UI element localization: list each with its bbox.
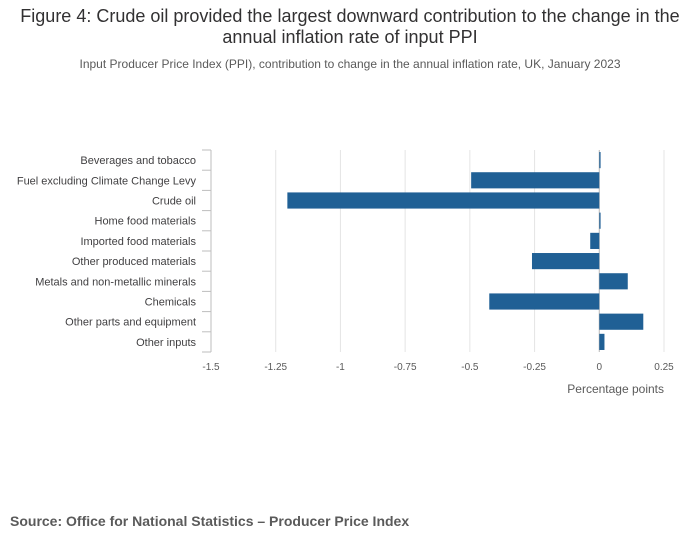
contribution-bar-chart: -1.5 -1.25 -1 -0.75 -0.5 -0.25 0 0.25 Beverages … xyxy=(17,149,674,396)
bars xyxy=(287,152,644,350)
x-tick-label: 0.25 xyxy=(654,362,674,373)
x-tick-label: -1.25 xyxy=(264,362,287,373)
y-category-label: Metals and non-metallic minerals xyxy=(35,276,196,288)
bar xyxy=(599,333,605,350)
bar xyxy=(489,293,600,310)
bar xyxy=(599,212,601,229)
x-tick-label: -0.25 xyxy=(523,362,546,373)
x-tick-label: -0.5 xyxy=(461,362,479,373)
y-category-label: Other parts and equipment xyxy=(65,317,196,329)
y-category-label: Other inputs xyxy=(136,337,196,349)
bar xyxy=(287,192,600,209)
bar xyxy=(531,253,600,270)
x-tick-label: -1 xyxy=(336,362,345,373)
x-tick-label: -0.75 xyxy=(394,362,417,373)
y-category-label: Home food materials xyxy=(95,216,197,228)
axes: -1.5 -1.25 -1 -0.75 -0.5 -0.25 0 0.25 Beverages … xyxy=(17,149,674,373)
bar xyxy=(599,152,601,169)
y-category-label: Chemicals xyxy=(145,297,197,309)
y-category-label: Fuel excluding Climate Change Levy xyxy=(17,175,197,187)
y-category-label: Other produced materials xyxy=(72,256,197,268)
x-axis-label: Percentage points xyxy=(567,382,664,396)
x-tick-label: 0 xyxy=(597,362,603,373)
bar xyxy=(599,273,628,290)
y-category-label: Beverages and tobacco xyxy=(80,155,196,167)
bar xyxy=(599,313,644,330)
chart-title: Figure 4: Crude oil provided the largest… xyxy=(20,6,680,47)
y-category-label: Imported food materials xyxy=(80,236,196,248)
y-category-label: Crude oil xyxy=(152,196,196,208)
source-note: Source: Office for National Statistics –… xyxy=(10,513,410,529)
bar xyxy=(590,232,600,249)
chart-subtitle: Input Producer Price Index (PPI), contri… xyxy=(79,57,621,71)
bar xyxy=(471,172,600,189)
x-tick-label: -1.5 xyxy=(202,362,220,373)
